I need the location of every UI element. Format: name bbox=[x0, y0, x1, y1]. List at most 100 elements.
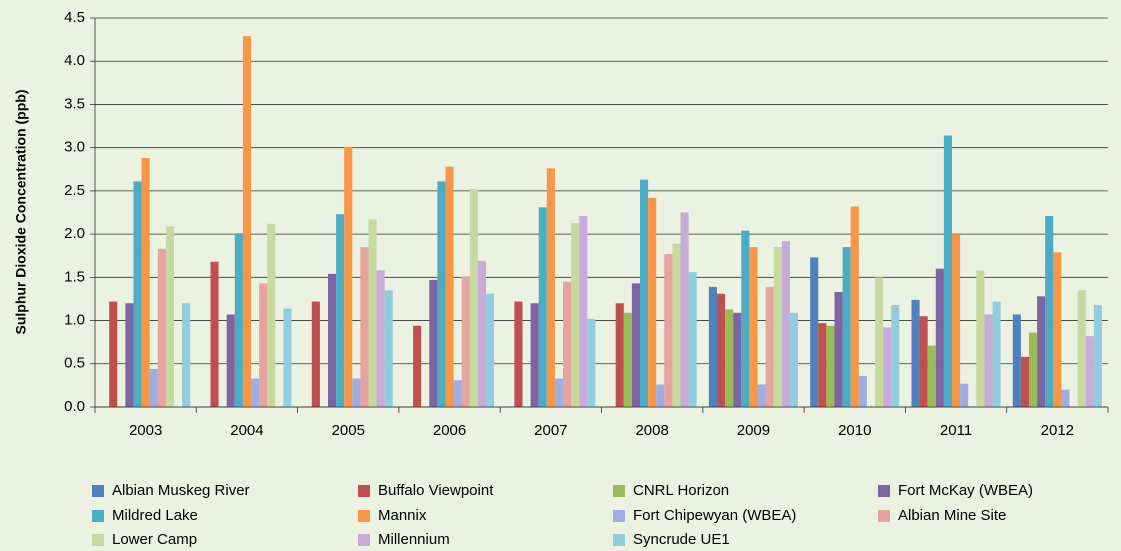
bar bbox=[538, 207, 547, 407]
bar bbox=[781, 241, 790, 407]
bar bbox=[579, 215, 588, 407]
bar bbox=[1028, 332, 1038, 407]
bar bbox=[311, 301, 320, 407]
x-tick-label: 2005 bbox=[332, 422, 365, 439]
bar bbox=[927, 345, 936, 407]
bar bbox=[1020, 356, 1029, 407]
bar bbox=[336, 214, 345, 407]
y-tick-label: 2.0 bbox=[64, 225, 85, 242]
bar bbox=[384, 290, 393, 407]
legend-label: Fort Chipewyan (WBEA) bbox=[633, 507, 796, 524]
bar bbox=[149, 368, 158, 407]
bar bbox=[554, 378, 564, 407]
bar bbox=[935, 268, 944, 407]
bar bbox=[680, 212, 689, 407]
legend-label: Buffalo Viewpoint bbox=[378, 482, 494, 499]
bar bbox=[182, 303, 191, 407]
bar bbox=[891, 304, 900, 407]
bar bbox=[251, 378, 260, 407]
bar bbox=[486, 293, 495, 407]
bar bbox=[1061, 389, 1070, 407]
bar bbox=[376, 270, 385, 407]
legend-swatch bbox=[358, 534, 370, 546]
bar bbox=[858, 375, 867, 407]
legend-swatch bbox=[92, 534, 104, 546]
y-tick-label: 3.0 bbox=[64, 139, 85, 156]
bar bbox=[688, 272, 697, 407]
bar bbox=[834, 292, 843, 407]
bar bbox=[664, 253, 673, 407]
legend-swatch bbox=[613, 485, 625, 497]
bar bbox=[453, 380, 462, 407]
bar bbox=[842, 247, 851, 407]
bar bbox=[259, 283, 268, 407]
y-tick-label: 1.0 bbox=[64, 312, 85, 329]
bar bbox=[943, 135, 952, 407]
bar bbox=[1053, 252, 1062, 407]
legend-swatch bbox=[358, 510, 370, 522]
bar bbox=[437, 181, 446, 407]
x-tick-label: 2010 bbox=[838, 422, 871, 439]
bar bbox=[344, 146, 353, 407]
x-tick-label: 2006 bbox=[433, 422, 466, 439]
legend-label: Millennium bbox=[378, 531, 450, 548]
bar bbox=[368, 219, 377, 407]
bar bbox=[413, 325, 422, 407]
bar bbox=[125, 303, 134, 407]
bar bbox=[1045, 215, 1054, 407]
bar bbox=[429, 279, 438, 407]
y-tick-label: 2.5 bbox=[64, 182, 85, 199]
legend-swatch bbox=[613, 534, 625, 546]
bar bbox=[623, 312, 632, 407]
bar bbox=[708, 286, 717, 407]
x-tick-label: 2008 bbox=[635, 422, 668, 439]
legend-label: Fort McKay (WBEA) bbox=[898, 482, 1033, 499]
bar bbox=[725, 309, 734, 407]
bar bbox=[461, 276, 470, 407]
bar bbox=[818, 323, 827, 407]
x-tick-label: 2003 bbox=[129, 422, 162, 439]
legend-label: Albian Muskeg River bbox=[112, 482, 250, 499]
x-tick-label: 2012 bbox=[1041, 422, 1074, 439]
bar bbox=[109, 301, 118, 407]
legend-label: Albian Mine Site bbox=[898, 507, 1006, 524]
bar bbox=[631, 283, 640, 407]
y-tick-label: 3.5 bbox=[64, 95, 85, 112]
bar bbox=[563, 281, 572, 407]
bar bbox=[741, 230, 750, 407]
bar bbox=[141, 158, 150, 407]
y-axis-label: Sulphur Dioxide Concentration (ppb) bbox=[13, 90, 29, 335]
bar bbox=[210, 261, 219, 407]
bar bbox=[226, 314, 235, 407]
legend-swatch bbox=[358, 485, 370, 497]
bar bbox=[1037, 296, 1046, 407]
legend-swatch bbox=[92, 510, 104, 522]
bar bbox=[639, 179, 649, 407]
bar bbox=[984, 314, 993, 407]
bar bbox=[810, 257, 819, 407]
bar bbox=[587, 318, 596, 407]
x-tick-label: 2011 bbox=[940, 422, 972, 439]
x-tick-label: 2009 bbox=[737, 422, 770, 439]
legend-swatch bbox=[878, 485, 890, 497]
bar bbox=[672, 243, 681, 407]
bar bbox=[571, 222, 580, 407]
bar bbox=[445, 166, 454, 407]
bar bbox=[919, 316, 928, 407]
bar bbox=[789, 312, 799, 407]
legend-label: CNRL Horizon bbox=[633, 482, 729, 499]
bar bbox=[733, 312, 742, 407]
bar bbox=[757, 384, 766, 407]
bar bbox=[157, 248, 166, 407]
bar bbox=[615, 303, 624, 407]
bar bbox=[546, 168, 555, 407]
bar bbox=[749, 247, 758, 407]
bar bbox=[883, 327, 892, 407]
x-tick-label: 2007 bbox=[534, 422, 567, 439]
bar bbox=[469, 189, 478, 407]
y-tick-label: 0.0 bbox=[64, 398, 85, 415]
bar bbox=[773, 247, 782, 407]
y-tick-label: 1.5 bbox=[64, 268, 85, 285]
bar bbox=[1012, 314, 1021, 407]
